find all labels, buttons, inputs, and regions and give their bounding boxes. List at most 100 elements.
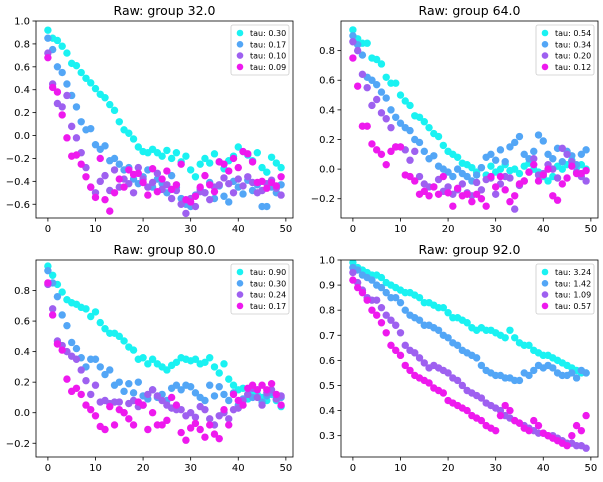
- data-point: [382, 73, 390, 81]
- x-tick-label: 30: [489, 463, 502, 474]
- data-point: [153, 187, 162, 196]
- data-point: [372, 80, 381, 89]
- data-point: [206, 381, 214, 389]
- data-point: [525, 341, 533, 350]
- data-point: [106, 402, 114, 411]
- data-point: [77, 68, 85, 77]
- data-point: [115, 175, 123, 183]
- data-point: [58, 311, 66, 319]
- data-point: [491, 426, 500, 435]
- data-point: [72, 134, 81, 142]
- data-point: [87, 79, 95, 87]
- legend-marker: [541, 291, 549, 298]
- data-point: [129, 189, 138, 197]
- data-point: [530, 416, 538, 425]
- data-point: [463, 190, 471, 198]
- data-point: [167, 393, 176, 402]
- y-tick-label: 0.3: [319, 431, 335, 442]
- y-tick-label: 0.7: [319, 331, 335, 342]
- data-point: [172, 401, 181, 409]
- y-tick-label: −0.6: [6, 200, 30, 211]
- data-point: [382, 329, 390, 337]
- data-point: [206, 421, 214, 429]
- y-tick-label: 1.0: [14, 17, 30, 28]
- data-point: [210, 363, 219, 371]
- data-point: [220, 174, 228, 182]
- data-point: [515, 132, 524, 141]
- data-point: [125, 166, 133, 174]
- data-point: [401, 306, 409, 314]
- data-point: [491, 183, 500, 191]
- data-point: [134, 169, 143, 178]
- data-point: [229, 154, 238, 163]
- data-point: [439, 172, 448, 181]
- data-point: [372, 146, 381, 154]
- y-tick-label: 0.2: [14, 378, 30, 389]
- data-point: [549, 155, 557, 163]
- axes-frame: [35, 20, 294, 219]
- data-point: [496, 411, 505, 420]
- data-point: [392, 346, 400, 355]
- data-point: [372, 95, 381, 104]
- y-tick-label: 0.4: [319, 406, 335, 417]
- data-point: [239, 190, 247, 198]
- legend-label: tau: 0.57: [555, 302, 591, 311]
- legend-marker: [541, 280, 549, 287]
- data-point: [225, 396, 233, 405]
- data-point: [582, 177, 590, 185]
- data-point: [258, 177, 266, 186]
- y-tick-label: 0.8: [14, 286, 30, 297]
- legend-label: tau: 0.10: [250, 52, 286, 61]
- x-tick-label: 0: [350, 224, 356, 235]
- y-tick-label: 0.6: [319, 76, 335, 87]
- y-tick-label: 0.8: [14, 39, 30, 50]
- data-point: [101, 425, 109, 434]
- data-point: [472, 178, 481, 187]
- data-point: [549, 192, 557, 200]
- legend-marker: [541, 63, 549, 71]
- data-point: [210, 392, 219, 400]
- data-point: [225, 179, 233, 188]
- data-point: [58, 103, 66, 111]
- data-point: [63, 91, 71, 100]
- data-point: [253, 393, 262, 402]
- data-point: [158, 175, 166, 183]
- data-point: [263, 168, 271, 176]
- x-tick-label: 0: [45, 463, 51, 474]
- data-point: [63, 80, 71, 88]
- x-tick-label: 50: [584, 224, 597, 235]
- data-point: [44, 53, 52, 62]
- data-point: [530, 366, 538, 375]
- series-markers: [44, 262, 285, 444]
- data-point: [101, 171, 109, 180]
- data-point: [110, 154, 119, 163]
- data-point: [110, 106, 119, 115]
- series-markers: [44, 26, 285, 218]
- data-point: [401, 361, 409, 370]
- data-point: [353, 283, 362, 292]
- data-point: [496, 146, 505, 154]
- data-point: [172, 381, 181, 389]
- data-point: [191, 389, 200, 397]
- legend: tau: 0.30 tau: 0.17 tau: 0.10 tau: 0.09: [230, 24, 290, 76]
- data-point: [120, 387, 128, 396]
- data-point: [511, 138, 519, 147]
- data-point: [506, 174, 514, 182]
- data-point: [444, 168, 452, 176]
- data-point: [163, 181, 171, 189]
- data-point: [63, 49, 71, 57]
- series-markers: [349, 260, 590, 452]
- data-point: [468, 198, 476, 206]
- data-point: [206, 354, 214, 362]
- data-point: [44, 279, 52, 287]
- data-point: [368, 306, 376, 314]
- data-point: [368, 140, 376, 148]
- data-point: [544, 177, 552, 185]
- data-point: [563, 442, 571, 450]
- data-point: [125, 415, 133, 423]
- data-point: [415, 172, 424, 181]
- data-point: [186, 383, 195, 391]
- data-point: [148, 409, 157, 417]
- data-point: [525, 168, 533, 176]
- data-point: [106, 207, 114, 215]
